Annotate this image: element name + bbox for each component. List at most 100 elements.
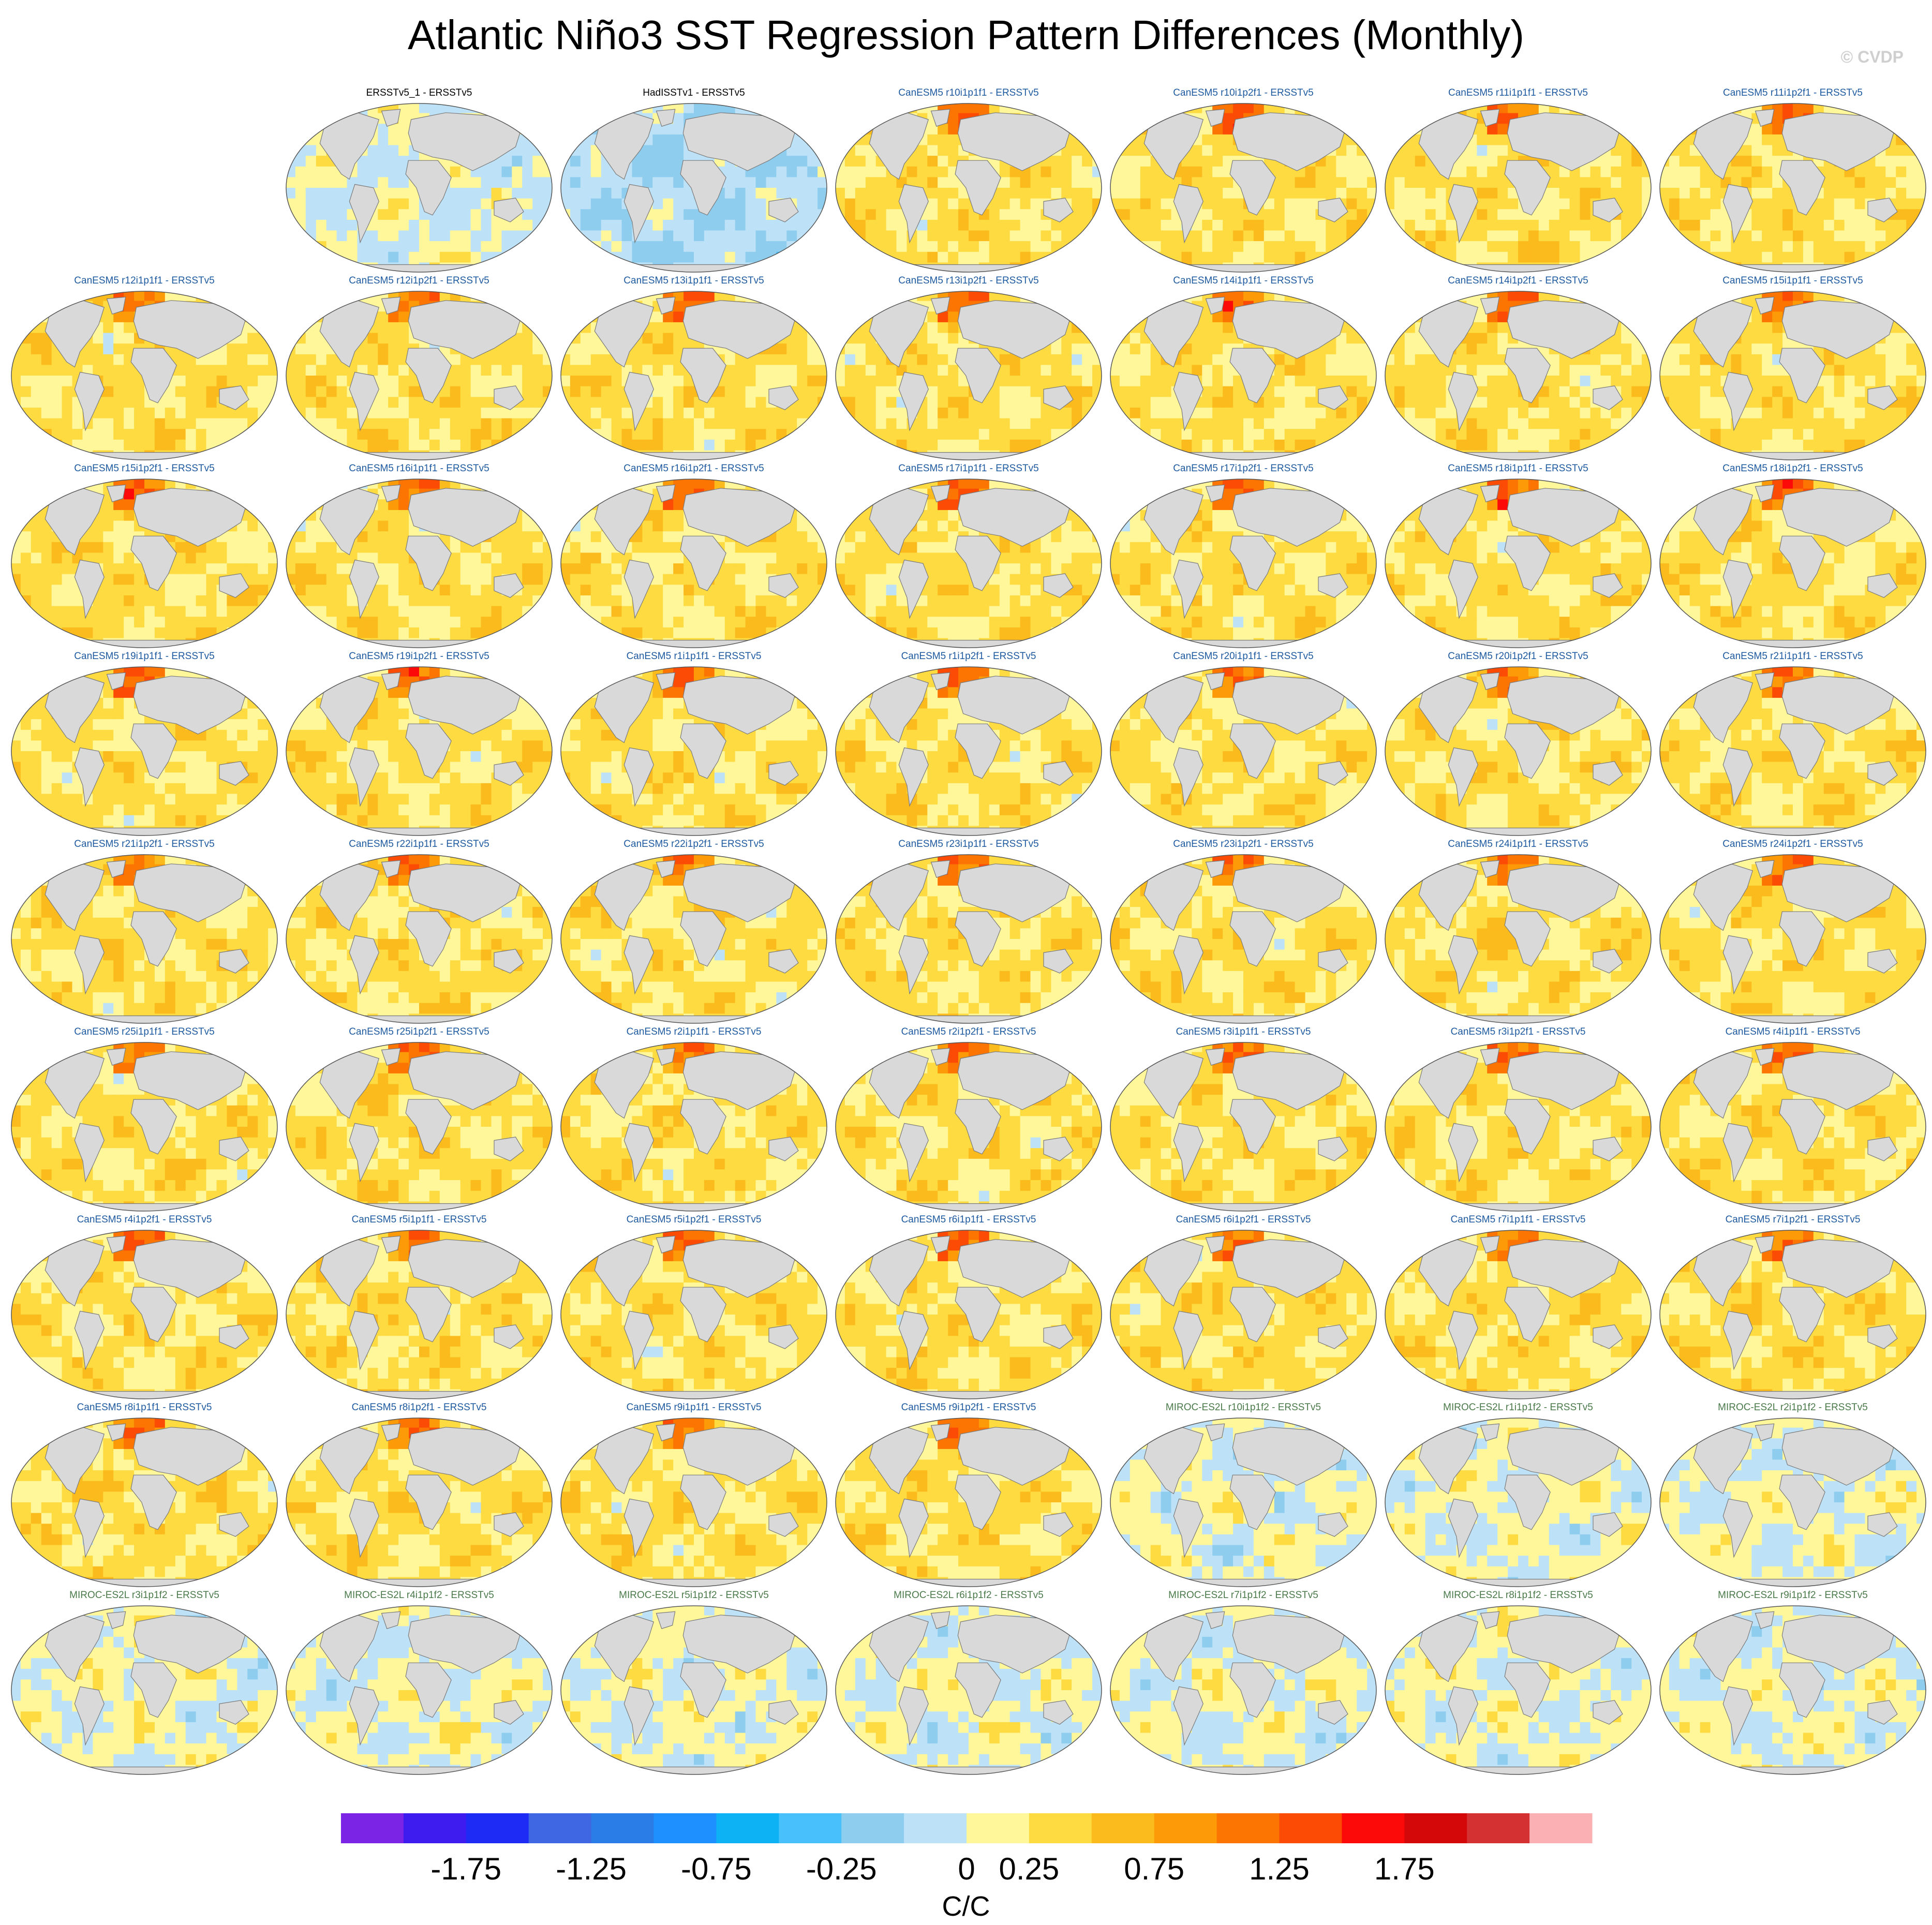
sst-cell <box>948 322 959 334</box>
sst-cell <box>398 322 409 334</box>
sst-cell <box>776 418 787 429</box>
sst-cell <box>1305 177 1316 188</box>
sst-cell <box>196 429 207 440</box>
sst-cell <box>1590 365 1601 376</box>
sst-cell <box>1092 219 1102 231</box>
sst-cell <box>818 311 827 323</box>
sst-cell <box>989 209 1000 220</box>
sst-cell <box>1896 188 1907 199</box>
sst-cell <box>1357 188 1368 199</box>
sst-cell <box>1030 103 1041 114</box>
sst-cell <box>1130 354 1141 365</box>
sst-cell <box>1140 230 1151 242</box>
sst-cell <box>258 322 269 334</box>
sst-cell <box>258 429 269 440</box>
sst-cell <box>1051 219 1062 231</box>
sst-cell <box>1082 156 1093 167</box>
sst-cell <box>1394 198 1405 210</box>
sst-cell <box>175 429 186 440</box>
sst-cell <box>714 407 725 419</box>
sst-cell <box>1202 156 1213 167</box>
sst-cell <box>1569 177 1581 188</box>
map-panel: CanESM5 r12i1p2f1 - ERSSTv5 <box>282 275 556 460</box>
sst-cell <box>1150 198 1162 210</box>
sst-cell <box>491 376 502 387</box>
sst-cell <box>818 230 827 242</box>
sst-cell <box>72 429 83 440</box>
sst-cell <box>1041 439 1051 451</box>
sst-cell <box>1202 251 1213 263</box>
sst-cell <box>1326 241 1336 252</box>
sst-cell <box>1367 344 1376 355</box>
sst-cell <box>450 241 461 252</box>
sst-cell <box>663 230 674 242</box>
sst-cell <box>41 354 52 365</box>
sst-cell <box>1487 134 1498 146</box>
sst-cell <box>570 429 581 440</box>
sst-cell <box>1394 177 1405 188</box>
sst-cell <box>1569 241 1581 252</box>
sst-cell <box>470 439 482 451</box>
sst-cell <box>855 291 866 302</box>
sst-cell <box>1621 188 1632 199</box>
sst-cell <box>470 429 482 440</box>
sst-cell <box>1782 198 1793 210</box>
sst-cell <box>844 166 856 177</box>
sst-cell <box>1346 429 1357 440</box>
sst-cell <box>1590 230 1601 242</box>
sst-cell <box>491 450 502 460</box>
sst-cell <box>216 365 227 376</box>
sst-cell <box>1642 188 1651 199</box>
sst-cell <box>724 219 736 231</box>
sst-cell <box>642 145 653 156</box>
sst-cell <box>978 103 990 114</box>
sst-cell <box>62 450 73 460</box>
sst-cell <box>286 397 296 408</box>
sst-cell <box>886 241 897 252</box>
sst-cell <box>1385 188 1395 199</box>
sst-cell <box>460 386 471 397</box>
sst-cell <box>836 397 845 408</box>
sst-cell <box>196 376 207 387</box>
sst-cell <box>590 386 602 397</box>
sst-cell <box>1477 145 1488 156</box>
sst-cell <box>1854 177 1865 188</box>
sst-cell <box>1009 418 1021 429</box>
sst-cell <box>286 230 296 242</box>
sst-cell <box>1916 230 1926 242</box>
sst-cell <box>1041 103 1051 114</box>
sst-cell <box>1385 365 1395 376</box>
sst-cell <box>1367 450 1376 460</box>
sst-cell <box>429 103 440 114</box>
sst-cell <box>844 344 856 355</box>
sst-cell <box>1020 188 1031 199</box>
sst-cell <box>347 291 358 302</box>
sst-cell <box>927 333 938 344</box>
sst-cell <box>1477 209 1488 220</box>
sst-cell <box>1435 365 1447 376</box>
sst-cell <box>663 333 674 344</box>
sst-cell <box>1772 134 1783 146</box>
sst-cell <box>989 407 1000 419</box>
sst-cell <box>501 156 512 167</box>
sst-cell <box>185 386 197 397</box>
sst-cell <box>103 386 114 397</box>
sst-cell <box>429 251 440 263</box>
sst-cell <box>580 241 591 252</box>
sst-cell <box>673 311 684 323</box>
sst-cell <box>316 166 327 177</box>
sst-cell <box>1425 177 1436 188</box>
sst-cell <box>673 251 684 263</box>
sst-cell <box>1844 209 1855 220</box>
sst-cell <box>807 177 818 188</box>
sst-cell <box>1192 344 1202 355</box>
sst-cell <box>1916 156 1926 167</box>
sst-cell <box>1844 188 1855 199</box>
sst-cell <box>1497 177 1508 188</box>
panel-title: CanESM5 r10i1p1f1 - ERSSTv5 <box>831 87 1106 99</box>
sst-cell <box>439 439 451 451</box>
sst-cell <box>501 354 512 365</box>
sst-cell <box>1569 251 1581 263</box>
sst-cell <box>1295 429 1306 440</box>
sst-cell <box>1110 103 1120 114</box>
